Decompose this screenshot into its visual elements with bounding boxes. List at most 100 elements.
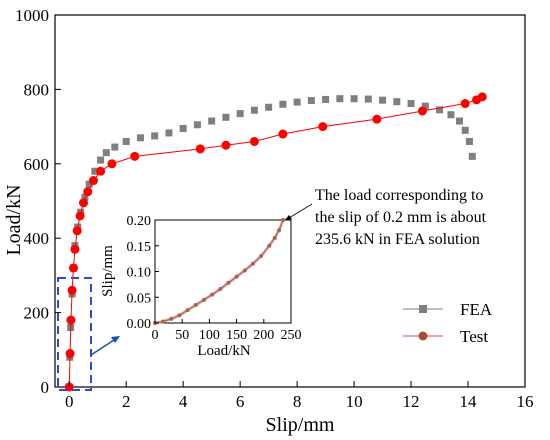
x-tick-label: 8 xyxy=(293,392,302,411)
inset-plot-frame xyxy=(154,219,292,324)
inset-x-tick-label: 200 xyxy=(253,328,274,343)
fea-point xyxy=(111,143,119,151)
annotation-line-1: The load corresponding to xyxy=(315,187,483,204)
inset-y-tick-label: 0.20 xyxy=(127,214,152,229)
fea-point xyxy=(236,110,244,118)
y-tick-label: 0 xyxy=(41,378,50,397)
test-point xyxy=(78,198,88,208)
test-point xyxy=(72,226,82,236)
inset-point xyxy=(277,228,282,233)
inset-series-marks xyxy=(153,218,286,325)
zoom-highlight-box xyxy=(57,277,92,391)
x-tick-label: 10 xyxy=(346,392,363,411)
annotation-line-2: the slip of 0.2 mm is about xyxy=(315,209,487,226)
y-tick-label: 1000 xyxy=(15,6,49,25)
fea-point xyxy=(222,113,230,121)
test-point xyxy=(65,349,75,359)
fea-point xyxy=(279,100,287,108)
test-point xyxy=(130,151,140,161)
fea-point xyxy=(468,152,476,160)
inset-x-tick-label: 100 xyxy=(199,328,220,343)
fea-point xyxy=(91,167,99,175)
inset-point xyxy=(259,254,264,259)
inset-y-axis-label: Slip/mm xyxy=(100,245,116,297)
fea-point xyxy=(97,156,105,164)
test-point xyxy=(372,114,382,124)
legend-test-marker xyxy=(418,331,428,341)
fea-point xyxy=(250,106,258,114)
test-point xyxy=(278,129,288,139)
inset-point xyxy=(250,261,255,266)
legend: FEA Test xyxy=(403,300,493,346)
x-tick-label: 0 xyxy=(65,392,74,411)
x-tick-label: 12 xyxy=(403,392,420,411)
test-point xyxy=(417,106,427,116)
fea-point xyxy=(465,137,473,145)
inset-point xyxy=(242,268,247,273)
test-point xyxy=(88,176,98,186)
fea-point xyxy=(85,180,93,188)
fea-point xyxy=(447,111,455,119)
x-tick-label: 6 xyxy=(236,392,245,411)
test-point xyxy=(96,166,106,176)
x-tick-label: 4 xyxy=(179,392,188,411)
legend-test-label: Test xyxy=(460,327,488,346)
test-point xyxy=(318,122,328,132)
inset-point xyxy=(161,319,166,324)
test-point xyxy=(221,140,231,150)
fea-point xyxy=(165,129,173,137)
zoom-connector-arrowhead xyxy=(111,336,120,343)
test-point xyxy=(195,144,205,154)
fea-point xyxy=(151,132,159,140)
inset-x-tick-label: 150 xyxy=(226,328,247,343)
x-tick-label: 2 xyxy=(122,392,131,411)
fea-point xyxy=(122,137,130,145)
inset-point xyxy=(272,236,277,241)
inset-point xyxy=(281,218,286,222)
x-tick-label: 16 xyxy=(517,392,534,411)
test-point xyxy=(70,244,80,254)
main-plot-frame xyxy=(54,14,526,388)
fea-point xyxy=(102,149,110,157)
y-tick-label: 400 xyxy=(24,229,50,248)
fea-point xyxy=(336,95,344,103)
fea-point xyxy=(322,95,330,103)
fea-point xyxy=(136,134,144,142)
inset-point xyxy=(185,308,190,313)
inset-x-tick-label: 0 xyxy=(152,328,159,343)
fea-point xyxy=(307,97,315,105)
fea-point xyxy=(379,96,387,104)
test-point xyxy=(249,136,259,146)
inset-x-tick-label: 50 xyxy=(175,328,189,343)
inset-point xyxy=(226,280,231,285)
test-point xyxy=(67,285,77,295)
inset-point xyxy=(177,313,182,318)
fea-point xyxy=(193,121,201,129)
fea-point xyxy=(393,98,401,106)
zoom-connector-arrow xyxy=(90,339,115,356)
inset-x-axis-label: Load/kN xyxy=(197,343,250,359)
test-point xyxy=(75,211,85,221)
fea-point xyxy=(455,117,463,125)
annotation-arrow xyxy=(288,203,313,219)
inset-y-tick-label: 0.05 xyxy=(127,291,152,306)
fea-point xyxy=(265,103,273,111)
inset-point xyxy=(234,274,239,279)
test-point xyxy=(69,263,79,273)
fea-point xyxy=(461,126,469,134)
inset-y-tick-label: 0.10 xyxy=(127,266,152,281)
test-point xyxy=(83,187,93,197)
y-tick-label: 600 xyxy=(24,155,50,174)
y-axis-label: Load/kN xyxy=(3,184,25,255)
fea-point xyxy=(436,106,444,114)
fea-point xyxy=(81,193,89,201)
inset-point xyxy=(169,316,174,321)
fea-point xyxy=(208,117,216,125)
fea-point xyxy=(407,100,415,108)
inset-point xyxy=(201,297,206,302)
fea-point xyxy=(364,95,372,103)
y-tick-label: 200 xyxy=(24,304,50,323)
y-tick-label: 800 xyxy=(24,80,50,99)
